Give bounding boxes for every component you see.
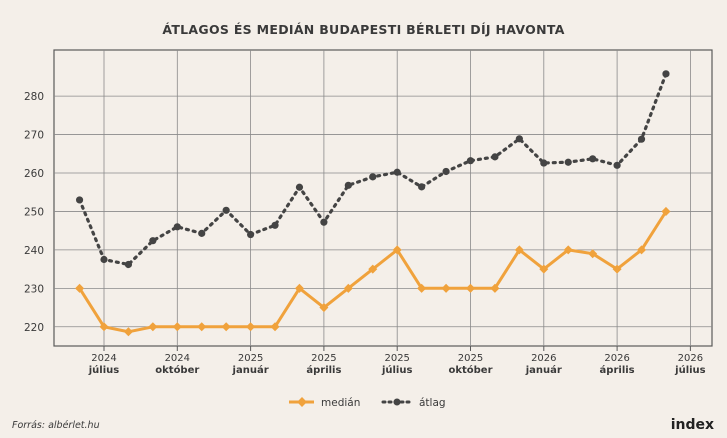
data-point-median — [612, 264, 622, 274]
x-tick-month: április — [306, 364, 341, 376]
data-point-atlag — [662, 70, 670, 78]
data-point-atlag — [393, 168, 401, 176]
y-tick-label: 220 — [24, 322, 44, 334]
grid — [53, 49, 713, 347]
legend-label-atlag: átlag — [419, 397, 446, 409]
legend-marker-atlag — [393, 398, 401, 406]
data-point-atlag — [564, 158, 572, 166]
data-point-atlag — [100, 255, 108, 264]
data-point-median — [172, 322, 182, 332]
y-tick-label: 250 — [24, 206, 44, 218]
x-tick-month: július — [674, 364, 706, 376]
index-logo: index — [671, 417, 714, 433]
data-point-atlag — [540, 159, 548, 167]
data-point-atlag — [491, 153, 499, 161]
data-point-atlag — [515, 135, 523, 143]
x-tick-year: 2025 — [384, 353, 409, 364]
x-tick-year: 2024 — [91, 353, 116, 364]
x-tick-month: január — [525, 364, 562, 376]
x-tick-year: 2026 — [604, 353, 629, 364]
x-tick-year: 2024 — [165, 353, 190, 364]
data-point-median — [221, 322, 231, 332]
data-point-atlag — [613, 161, 621, 169]
data-point-median — [441, 283, 451, 293]
y-tick-label: 260 — [24, 168, 44, 180]
data-point-median — [197, 322, 207, 332]
plot-frame — [53, 49, 713, 347]
x-tick-year: 2025 — [458, 353, 483, 364]
series-layer — [75, 70, 671, 337]
data-point-atlag — [320, 218, 328, 226]
data-point-atlag — [344, 181, 352, 189]
x-tick-month: július — [381, 364, 413, 376]
x-tick-month: július — [88, 364, 120, 376]
legend-marker-median — [297, 397, 307, 407]
data-point-median — [148, 322, 158, 332]
x-tick-month: október — [448, 364, 492, 376]
data-point-atlag — [442, 167, 450, 176]
data-point-atlag — [369, 173, 377, 181]
data-point-median — [514, 245, 524, 255]
legend-item-atlag: átlag — [381, 397, 446, 409]
y-axis-ticks: 220 230 240 250 260 270 280 — [24, 91, 44, 334]
data-point-atlag — [173, 223, 181, 231]
x-tick-month: október — [155, 364, 199, 376]
data-point-atlag — [295, 183, 304, 191]
y-tick-label: 280 — [24, 91, 44, 103]
y-tick-label: 230 — [24, 283, 44, 295]
x-tick-month: április — [600, 364, 635, 376]
data-point-atlag — [247, 230, 255, 239]
data-point-atlag — [418, 183, 426, 191]
data-point-atlag — [75, 196, 84, 204]
x-tick-year: 2025 — [311, 353, 336, 364]
legend-label-median: medián — [321, 397, 360, 409]
x-tick-year: 2025 — [238, 353, 263, 364]
data-point-atlag — [198, 229, 206, 237]
legend: medián átlag — [289, 397, 446, 409]
series-line-atlag — [78, 72, 668, 267]
y-tick-label: 270 — [24, 130, 44, 142]
legend-item-median: medián — [289, 397, 360, 409]
data-point-atlag — [222, 206, 230, 214]
chart-title: ÁTLAGOS ÉS MEDIÁN BUDAPESTI BÉRLETI DÍJ … — [162, 22, 564, 37]
data-point-atlag — [466, 157, 475, 165]
data-point-atlag — [589, 155, 597, 163]
x-axis-ticks: 2024július2024október2025január2025ápril… — [88, 346, 706, 376]
source-note: Forrás: albérlet.hu — [12, 420, 100, 431]
data-point-median — [123, 327, 133, 337]
data-point-atlag — [637, 135, 646, 143]
data-point-atlag — [149, 237, 157, 245]
data-point-atlag — [271, 221, 279, 229]
x-tick-month: január — [232, 364, 269, 376]
data-point-atlag — [124, 260, 133, 269]
data-point-median — [465, 283, 476, 293]
data-point-median — [246, 322, 256, 332]
x-tick-year: 2026 — [531, 353, 556, 364]
y-tick-label: 240 — [24, 245, 44, 257]
x-tick-year: 2026 — [678, 353, 703, 364]
